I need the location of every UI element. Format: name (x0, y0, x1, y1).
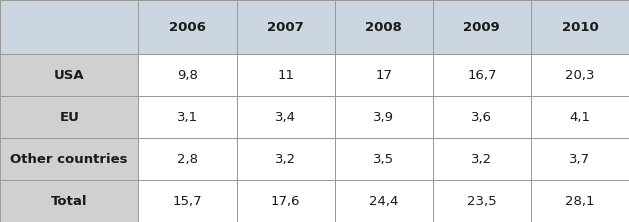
Bar (531, 180, 629, 222)
Bar (531, 0, 629, 54)
Text: 3,7: 3,7 (569, 153, 591, 166)
Text: 2,8: 2,8 (177, 153, 198, 166)
Text: 4,1: 4,1 (569, 111, 591, 124)
Text: 3,4: 3,4 (275, 111, 296, 124)
Bar (335, 138, 433, 180)
Bar (531, 54, 629, 96)
Bar (0, 0, 138, 54)
Text: 17: 17 (375, 69, 392, 82)
Bar (335, 0, 433, 54)
Bar (0, 96, 138, 138)
Text: 23,5: 23,5 (467, 194, 497, 208)
Text: 20,3: 20,3 (565, 69, 594, 82)
Bar (433, 54, 531, 96)
Bar (335, 96, 433, 138)
Bar (0, 180, 138, 222)
Text: 3,2: 3,2 (471, 153, 493, 166)
Bar (237, 96, 335, 138)
Text: Other countries: Other countries (11, 153, 128, 166)
Bar (335, 54, 433, 96)
Text: 2010: 2010 (562, 21, 598, 34)
Text: 24,4: 24,4 (369, 194, 398, 208)
Text: 9,8: 9,8 (177, 69, 198, 82)
Text: 17,6: 17,6 (271, 194, 300, 208)
Text: 3,5: 3,5 (373, 153, 394, 166)
Bar (138, 0, 237, 54)
Bar (138, 138, 237, 180)
Bar (433, 138, 531, 180)
Bar (237, 0, 335, 54)
Bar (335, 180, 433, 222)
Bar (531, 138, 629, 180)
Bar (237, 54, 335, 96)
Bar (0, 54, 138, 96)
Text: 2007: 2007 (267, 21, 304, 34)
Bar (433, 96, 531, 138)
Text: 15,7: 15,7 (172, 194, 203, 208)
Bar (531, 96, 629, 138)
Text: Total: Total (51, 194, 87, 208)
Bar (138, 96, 237, 138)
Bar (138, 54, 237, 96)
Text: 3,1: 3,1 (177, 111, 198, 124)
Bar (138, 180, 237, 222)
Text: 2006: 2006 (169, 21, 206, 34)
Text: 3,2: 3,2 (275, 153, 296, 166)
Text: 3,9: 3,9 (373, 111, 394, 124)
Text: 11: 11 (277, 69, 294, 82)
Text: EU: EU (59, 111, 79, 124)
Bar (237, 180, 335, 222)
Text: 3,6: 3,6 (471, 111, 493, 124)
Bar (237, 138, 335, 180)
Text: 2008: 2008 (365, 21, 402, 34)
Bar (433, 180, 531, 222)
Text: 28,1: 28,1 (565, 194, 594, 208)
Text: USA: USA (54, 69, 84, 82)
Bar (0, 138, 138, 180)
Text: 16,7: 16,7 (467, 69, 496, 82)
Text: 2009: 2009 (464, 21, 500, 34)
Bar (433, 0, 531, 54)
